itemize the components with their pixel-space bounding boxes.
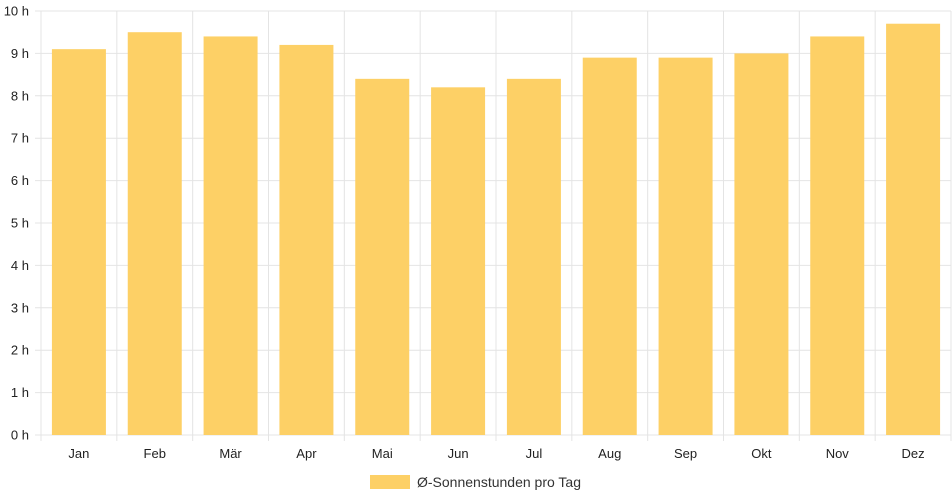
y-tick-label: 7 h — [11, 131, 29, 146]
y-tick-label: 0 h — [11, 428, 29, 443]
x-tick-label: Dez — [902, 446, 925, 461]
bar-mär[interactable] — [203, 36, 258, 435]
y-tick-label: 6 h — [11, 173, 29, 188]
x-axis-ticks: Jan Feb Mär Apr Mai Jun Jul Aug Sep Okt Nov Dez — [68, 446, 924, 461]
x-tick-label: Okt — [751, 446, 772, 461]
bar-nov[interactable] — [810, 36, 865, 435]
grid-lines — [35, 10, 952, 441]
bar-sep[interactable] — [658, 57, 713, 435]
y-tick-label: 4 h — [11, 258, 29, 273]
y-tick-label: 3 h — [11, 300, 29, 315]
x-tick-label: Jun — [448, 446, 469, 461]
y-tick-label: 5 h — [11, 216, 29, 231]
x-tick-label: Nov — [826, 446, 850, 461]
legend-swatch — [370, 475, 410, 489]
y-tick-label: 8 h — [11, 88, 29, 103]
y-tick-label: 9 h — [11, 46, 29, 61]
bar-jun[interactable] — [431, 87, 486, 435]
x-tick-label: Feb — [144, 446, 166, 461]
y-tick-label: 2 h — [11, 343, 29, 358]
x-tick-label: Aug — [598, 446, 621, 461]
bar-mai[interactable] — [355, 78, 410, 435]
bars — [51, 23, 941, 436]
x-tick-label: Jan — [68, 446, 89, 461]
bar-aug[interactable] — [582, 57, 637, 435]
x-tick-label: Apr — [296, 446, 317, 461]
legend[interactable]: Ø-Sonnenstunden pro Tag — [370, 474, 581, 490]
y-axis-ticks: 0 h 1 h 2 h 3 h 4 h 5 h 6 h 7 h 8 h 9 h 10 h — [4, 4, 29, 443]
bar-okt[interactable] — [734, 53, 789, 436]
bar-apr[interactable] — [279, 44, 334, 436]
x-tick-label: Sep — [674, 446, 697, 461]
x-tick-label: Mai — [372, 446, 393, 461]
bar-jul[interactable] — [506, 78, 561, 435]
y-tick-label: 1 h — [11, 385, 29, 400]
legend-label: Ø-Sonnenstunden pro Tag — [417, 474, 581, 490]
x-tick-label: Mär — [219, 446, 242, 461]
y-tick-label: 10 h — [4, 4, 29, 19]
x-tick-label: Jul — [526, 446, 543, 461]
bar-jan[interactable] — [51, 49, 106, 435]
bar-feb[interactable] — [127, 32, 182, 435]
bar-dez[interactable] — [886, 23, 941, 435]
